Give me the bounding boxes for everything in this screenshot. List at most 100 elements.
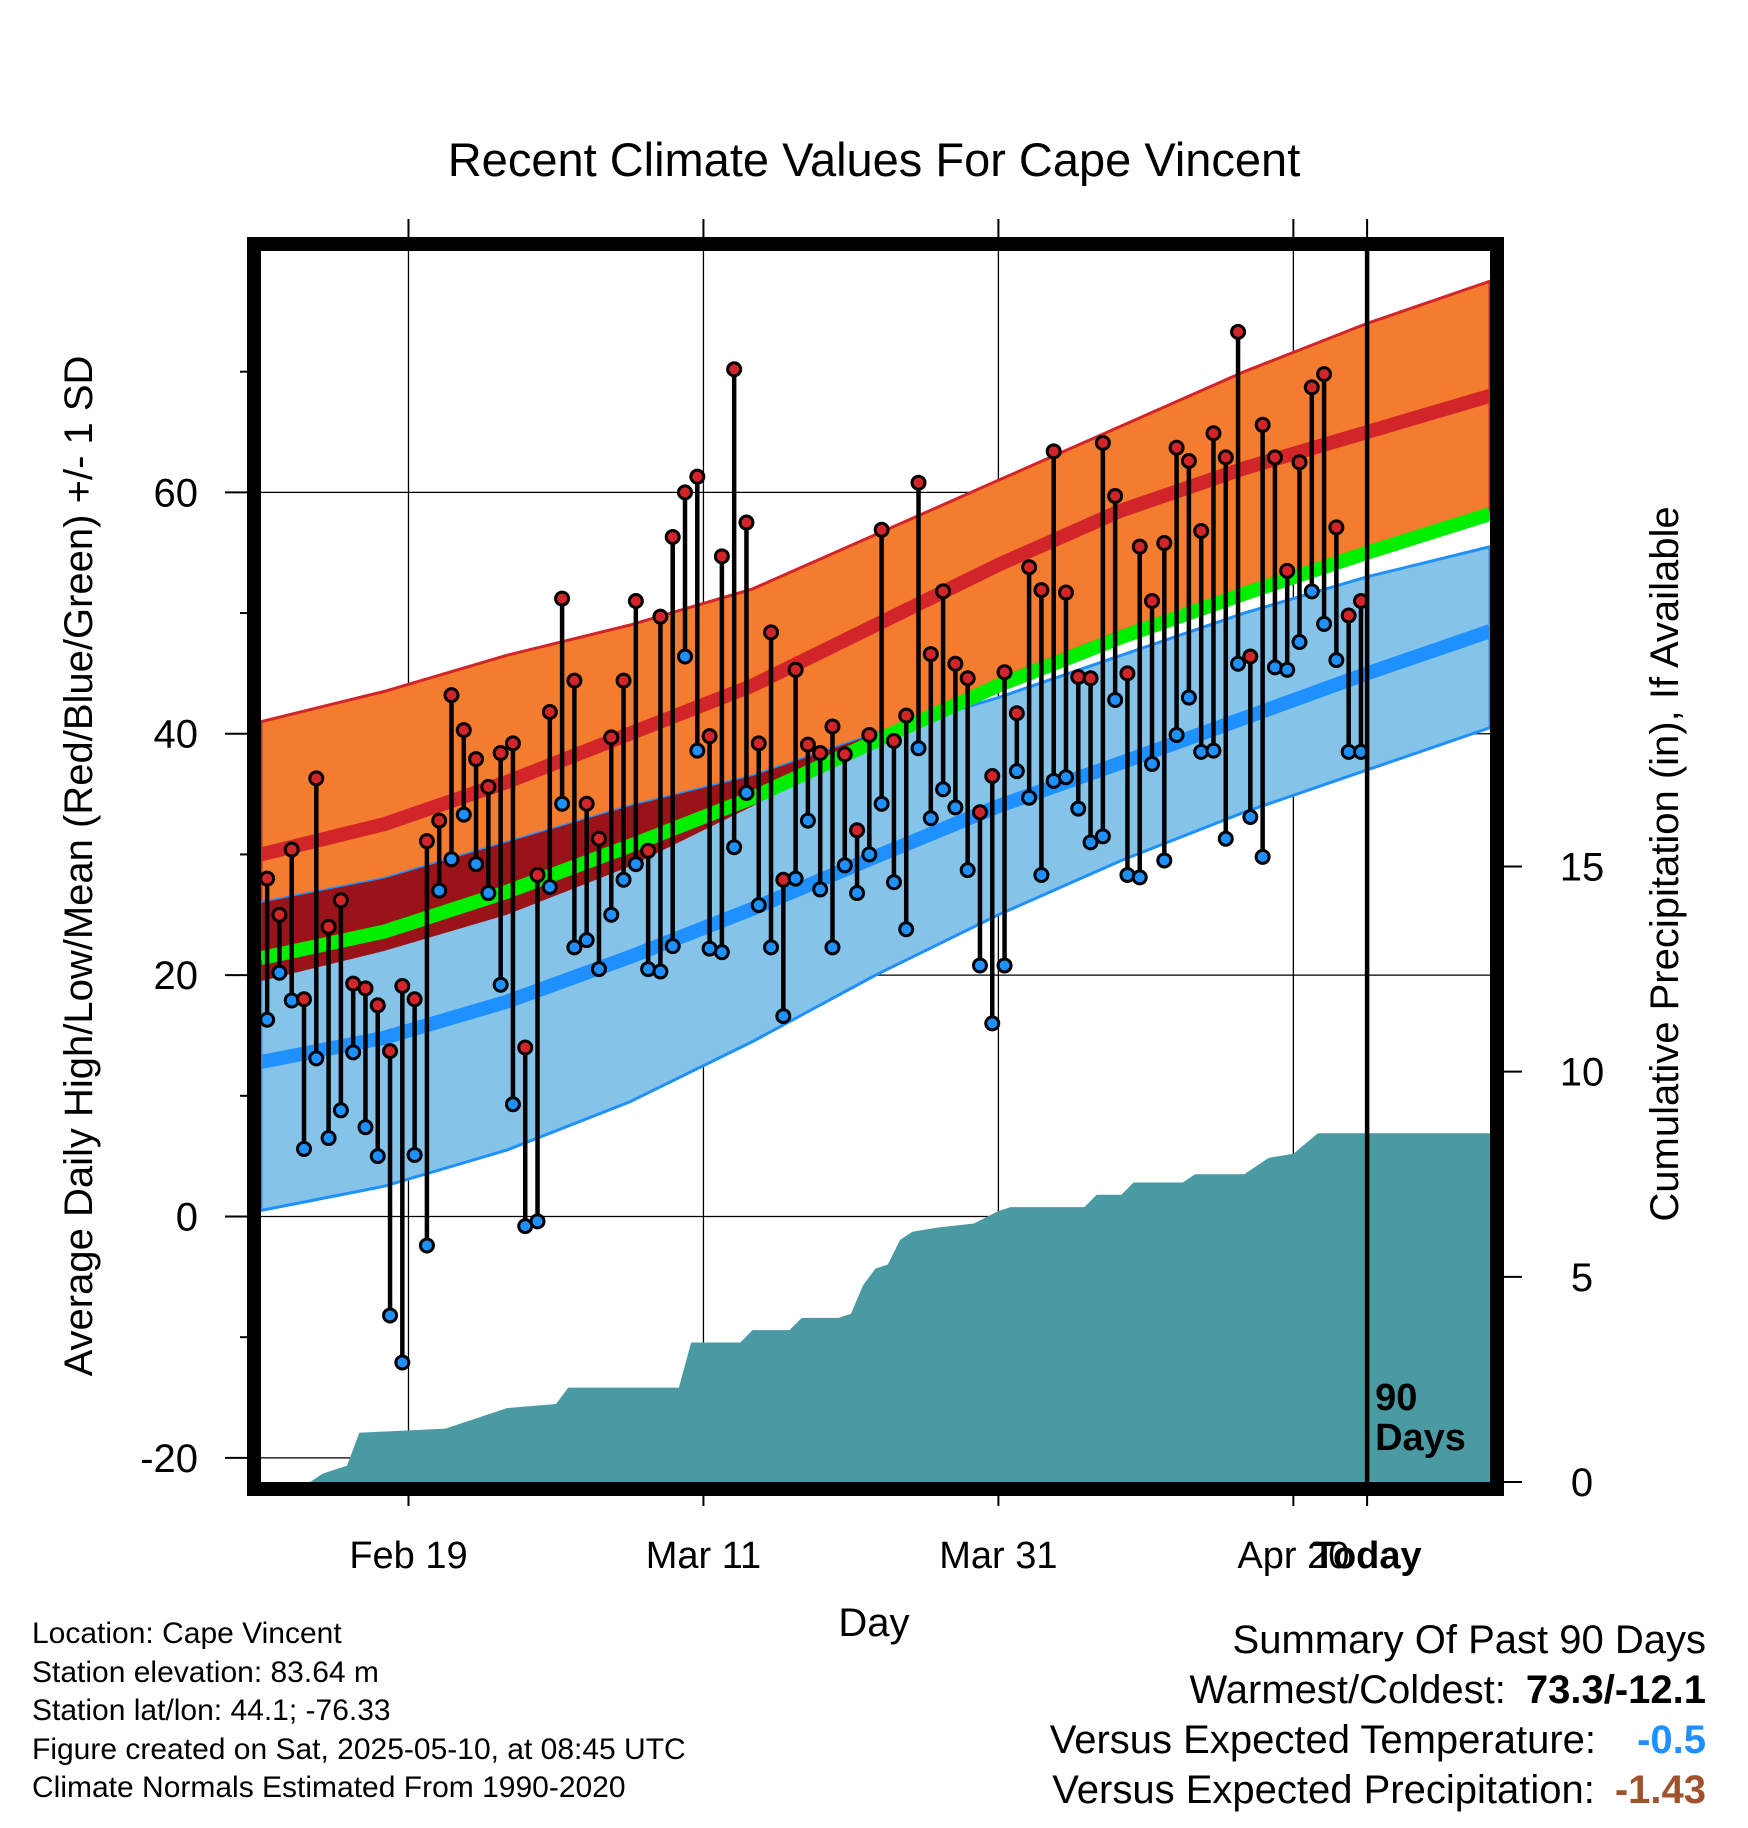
- high-point: [517, 1039, 534, 1056]
- low-point: [763, 939, 780, 956]
- climate-normals-note: Climate Normals Estimated From 1990-2020: [32, 1771, 626, 1804]
- y-tick-label: 40: [154, 713, 199, 757]
- x-tick-label: Mar 31: [939, 1535, 1057, 1577]
- high-point: [701, 728, 718, 745]
- precip-value: -1.43: [1614, 1768, 1706, 1812]
- high-point: [1230, 323, 1247, 340]
- x-tick-label: Mar 11: [646, 1535, 761, 1577]
- summary-panel: Summary Of Past 90 Days Warmest/Coldest:…: [1050, 1615, 1706, 1815]
- high-point: [615, 672, 632, 689]
- high-point: [1021, 559, 1038, 576]
- high-point: [935, 583, 952, 600]
- high-point: [1205, 425, 1222, 442]
- low-point: [1021, 789, 1038, 806]
- x-tick-label: Feb 19: [349, 1535, 467, 1577]
- high-point: [406, 991, 423, 1008]
- low-point: [394, 1354, 411, 1371]
- high-point: [1131, 538, 1148, 555]
- low-point: [1156, 852, 1173, 869]
- high-point: [1119, 665, 1136, 682]
- high-point: [738, 514, 755, 531]
- low-point: [259, 1011, 276, 1028]
- low-point: [861, 846, 878, 863]
- low-point: [1328, 652, 1345, 669]
- low-point: [812, 881, 829, 898]
- high-point: [1168, 439, 1185, 456]
- high-point: [873, 521, 890, 538]
- station-location: Location: Cape Vincent: [32, 1617, 342, 1650]
- low-point: [615, 871, 632, 888]
- temp-label: Versus Expected Temperature:: [1049, 1718, 1596, 1762]
- figure-created: Figure created on Sat, 2025-05-10, at 08…: [32, 1732, 686, 1766]
- high-point: [836, 746, 853, 763]
- low-point: [541, 879, 558, 896]
- low-point: [1057, 769, 1074, 786]
- low-point: [357, 1119, 374, 1136]
- high-point: [861, 726, 878, 743]
- low-point: [345, 1044, 362, 1061]
- low-point: [1291, 634, 1308, 651]
- high-point: [898, 707, 915, 724]
- high-point: [947, 655, 964, 672]
- precip-area-layer: [261, 1133, 1490, 1482]
- high-point: [1008, 705, 1025, 722]
- low-point: [1217, 830, 1234, 847]
- low-point: [455, 806, 472, 823]
- low-point: [406, 1146, 423, 1163]
- low-point: [738, 784, 755, 801]
- low-point: [787, 870, 804, 887]
- high-point: [271, 906, 288, 923]
- low-point: [627, 856, 644, 873]
- low-point: [1266, 659, 1283, 676]
- low-point: [480, 885, 497, 902]
- low-point: [652, 963, 669, 980]
- high-point: [1082, 670, 1099, 687]
- low-point: [1131, 869, 1148, 886]
- low-point: [1254, 848, 1271, 865]
- y-axis-label: Average Daily High/Low/Mean (Red/Blue/Gr…: [57, 356, 101, 1377]
- precip-label: Versus Expected Precipitation:: [1052, 1768, 1595, 1812]
- low-point: [1180, 689, 1197, 706]
- high-point: [849, 822, 866, 839]
- y2-axis-label: Cumulative Precipitation (in), If Availa…: [1643, 506, 1687, 1221]
- low-point: [308, 1050, 325, 1067]
- daily-bars: [259, 323, 1369, 1371]
- low-point: [947, 799, 964, 816]
- high-point: [455, 722, 472, 739]
- high-point: [1193, 522, 1210, 539]
- low-point: [382, 1307, 399, 1324]
- low-point: [578, 932, 595, 949]
- low-point: [996, 957, 1013, 974]
- high-point: [1340, 607, 1357, 624]
- high-point: [971, 804, 988, 821]
- low-point: [1008, 763, 1025, 780]
- low-point: [443, 851, 460, 868]
- high-point: [1107, 487, 1124, 504]
- temp-value: -0.5: [1637, 1718, 1706, 1762]
- low-point: [369, 1148, 386, 1165]
- today-marker-label: 90: [1375, 1377, 1417, 1419]
- low-point: [603, 906, 620, 923]
- low-point: [566, 939, 583, 956]
- high-point: [418, 833, 435, 850]
- high-point: [1316, 366, 1333, 383]
- high-point: [627, 592, 644, 609]
- low-point: [713, 944, 730, 961]
- low-point: [418, 1237, 435, 1254]
- high-point: [885, 732, 902, 749]
- low-point: [296, 1140, 313, 1157]
- y-tick-label: 60: [154, 471, 199, 515]
- low-point: [1168, 726, 1185, 743]
- high-point: [664, 529, 681, 546]
- low-point: [504, 1096, 521, 1113]
- low-point: [1107, 691, 1124, 708]
- high-point: [492, 745, 509, 762]
- high-point: [332, 892, 349, 909]
- high-point: [996, 664, 1013, 681]
- low-point: [849, 885, 866, 902]
- high-point: [787, 661, 804, 678]
- summary-precip-row: Versus Expected Precipitation: -1.43: [1050, 1765, 1706, 1815]
- high-point: [369, 997, 386, 1014]
- low-point: [664, 938, 681, 955]
- low-point: [726, 839, 743, 856]
